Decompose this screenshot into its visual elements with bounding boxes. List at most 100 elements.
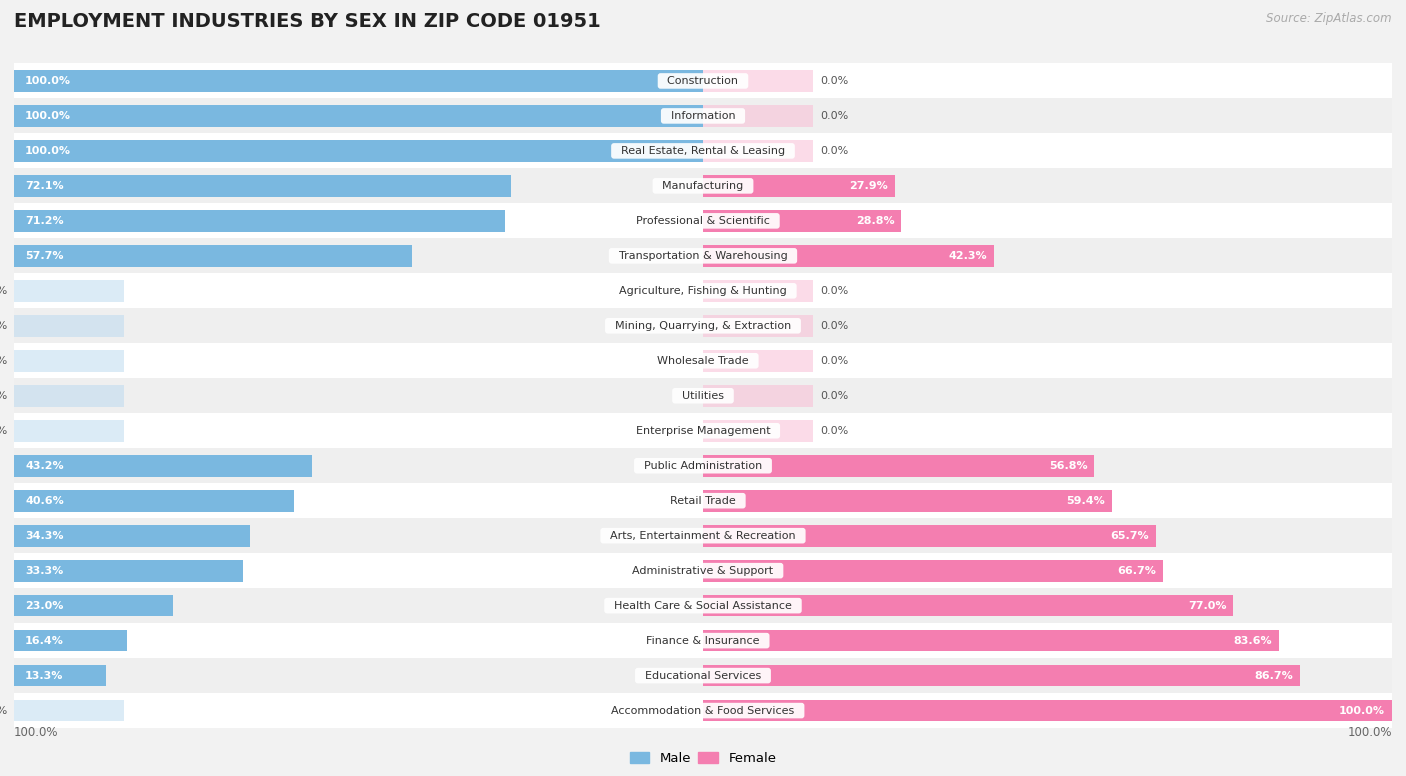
Bar bbox=[703, 630, 1279, 652]
Bar bbox=[703, 385, 813, 407]
Text: 83.6%: 83.6% bbox=[1233, 636, 1272, 646]
Bar bbox=[14, 700, 124, 722]
Text: 66.7%: 66.7% bbox=[1116, 566, 1156, 576]
Bar bbox=[703, 455, 1094, 476]
Text: 28.8%: 28.8% bbox=[856, 216, 894, 226]
Text: Finance & Insurance: Finance & Insurance bbox=[640, 636, 766, 646]
Text: 27.9%: 27.9% bbox=[849, 181, 889, 191]
Bar bbox=[14, 525, 250, 546]
Text: Accommodation & Food Services: Accommodation & Food Services bbox=[605, 705, 801, 715]
Text: 0.0%: 0.0% bbox=[0, 391, 7, 400]
Text: 56.8%: 56.8% bbox=[1049, 461, 1087, 471]
Bar bbox=[14, 483, 1392, 518]
Bar bbox=[14, 203, 1392, 238]
Bar bbox=[14, 449, 1392, 483]
Bar bbox=[14, 280, 124, 302]
Bar bbox=[14, 343, 1392, 378]
Bar bbox=[14, 490, 294, 511]
Text: Professional & Scientific: Professional & Scientific bbox=[628, 216, 778, 226]
Text: 72.1%: 72.1% bbox=[25, 181, 63, 191]
Text: 86.7%: 86.7% bbox=[1254, 670, 1294, 681]
Bar bbox=[703, 210, 901, 232]
Bar bbox=[703, 245, 994, 267]
Text: Manufacturing: Manufacturing bbox=[655, 181, 751, 191]
Text: 23.0%: 23.0% bbox=[25, 601, 63, 611]
Text: 0.0%: 0.0% bbox=[820, 320, 848, 331]
Bar bbox=[703, 525, 1156, 546]
Text: 34.3%: 34.3% bbox=[25, 531, 63, 541]
Bar bbox=[14, 378, 1392, 414]
Text: 100.0%: 100.0% bbox=[25, 76, 72, 86]
Bar bbox=[703, 175, 896, 197]
Bar bbox=[703, 665, 1301, 687]
Bar bbox=[14, 385, 124, 407]
Text: 0.0%: 0.0% bbox=[820, 355, 848, 365]
Bar bbox=[14, 623, 1392, 658]
Text: 42.3%: 42.3% bbox=[949, 251, 987, 261]
Text: Wholesale Trade: Wholesale Trade bbox=[650, 355, 756, 365]
Bar bbox=[14, 245, 412, 267]
Bar bbox=[703, 70, 813, 92]
Text: 0.0%: 0.0% bbox=[820, 426, 848, 436]
Bar bbox=[14, 70, 703, 92]
Bar bbox=[14, 140, 703, 161]
Text: 100.0%: 100.0% bbox=[25, 111, 72, 121]
Bar bbox=[703, 280, 813, 302]
Bar bbox=[14, 350, 124, 372]
Text: 100.0%: 100.0% bbox=[1347, 726, 1392, 739]
Text: Information: Information bbox=[664, 111, 742, 121]
Text: Enterprise Management: Enterprise Management bbox=[628, 426, 778, 436]
Bar bbox=[14, 133, 1392, 168]
Bar bbox=[703, 350, 813, 372]
Bar bbox=[14, 630, 127, 652]
Text: 0.0%: 0.0% bbox=[0, 320, 7, 331]
Text: 40.6%: 40.6% bbox=[25, 496, 63, 506]
Bar bbox=[14, 168, 1392, 203]
Bar bbox=[14, 693, 1392, 728]
Text: EMPLOYMENT INDUSTRIES BY SEX IN ZIP CODE 01951: EMPLOYMENT INDUSTRIES BY SEX IN ZIP CODE… bbox=[14, 12, 600, 30]
Text: Administrative & Support: Administrative & Support bbox=[626, 566, 780, 576]
Text: Construction: Construction bbox=[661, 76, 745, 86]
Text: 0.0%: 0.0% bbox=[820, 146, 848, 156]
Text: Utilities: Utilities bbox=[675, 391, 731, 400]
Text: 0.0%: 0.0% bbox=[820, 286, 848, 296]
Bar bbox=[703, 490, 1112, 511]
Bar bbox=[14, 594, 173, 616]
Bar bbox=[703, 559, 1163, 581]
Text: 59.4%: 59.4% bbox=[1067, 496, 1105, 506]
Bar bbox=[14, 175, 510, 197]
Bar bbox=[14, 64, 1392, 99]
Text: 77.0%: 77.0% bbox=[1188, 601, 1226, 611]
Text: 0.0%: 0.0% bbox=[0, 286, 7, 296]
Text: 0.0%: 0.0% bbox=[0, 426, 7, 436]
Text: Health Care & Social Assistance: Health Care & Social Assistance bbox=[607, 601, 799, 611]
Bar bbox=[14, 308, 1392, 343]
Text: 100.0%: 100.0% bbox=[25, 146, 72, 156]
Bar bbox=[14, 518, 1392, 553]
Text: 33.3%: 33.3% bbox=[25, 566, 63, 576]
Bar bbox=[14, 105, 703, 126]
Text: Agriculture, Fishing & Hunting: Agriculture, Fishing & Hunting bbox=[612, 286, 794, 296]
Text: Real Estate, Rental & Leasing: Real Estate, Rental & Leasing bbox=[614, 146, 792, 156]
Text: 43.2%: 43.2% bbox=[25, 461, 63, 471]
Text: 100.0%: 100.0% bbox=[1339, 705, 1385, 715]
Text: Public Administration: Public Administration bbox=[637, 461, 769, 471]
Bar bbox=[14, 559, 243, 581]
Text: 71.2%: 71.2% bbox=[25, 216, 63, 226]
Bar bbox=[14, 99, 1392, 133]
Bar bbox=[703, 140, 813, 161]
Bar bbox=[14, 420, 124, 442]
Bar bbox=[14, 665, 105, 687]
Bar bbox=[14, 414, 1392, 449]
Text: 100.0%: 100.0% bbox=[14, 726, 59, 739]
Text: Source: ZipAtlas.com: Source: ZipAtlas.com bbox=[1267, 12, 1392, 25]
Bar bbox=[703, 105, 813, 126]
Text: 0.0%: 0.0% bbox=[0, 355, 7, 365]
Bar bbox=[14, 658, 1392, 693]
Text: 57.7%: 57.7% bbox=[25, 251, 63, 261]
Bar bbox=[14, 273, 1392, 308]
Bar bbox=[14, 210, 505, 232]
Bar bbox=[14, 588, 1392, 623]
Bar bbox=[14, 455, 312, 476]
Bar bbox=[14, 238, 1392, 273]
